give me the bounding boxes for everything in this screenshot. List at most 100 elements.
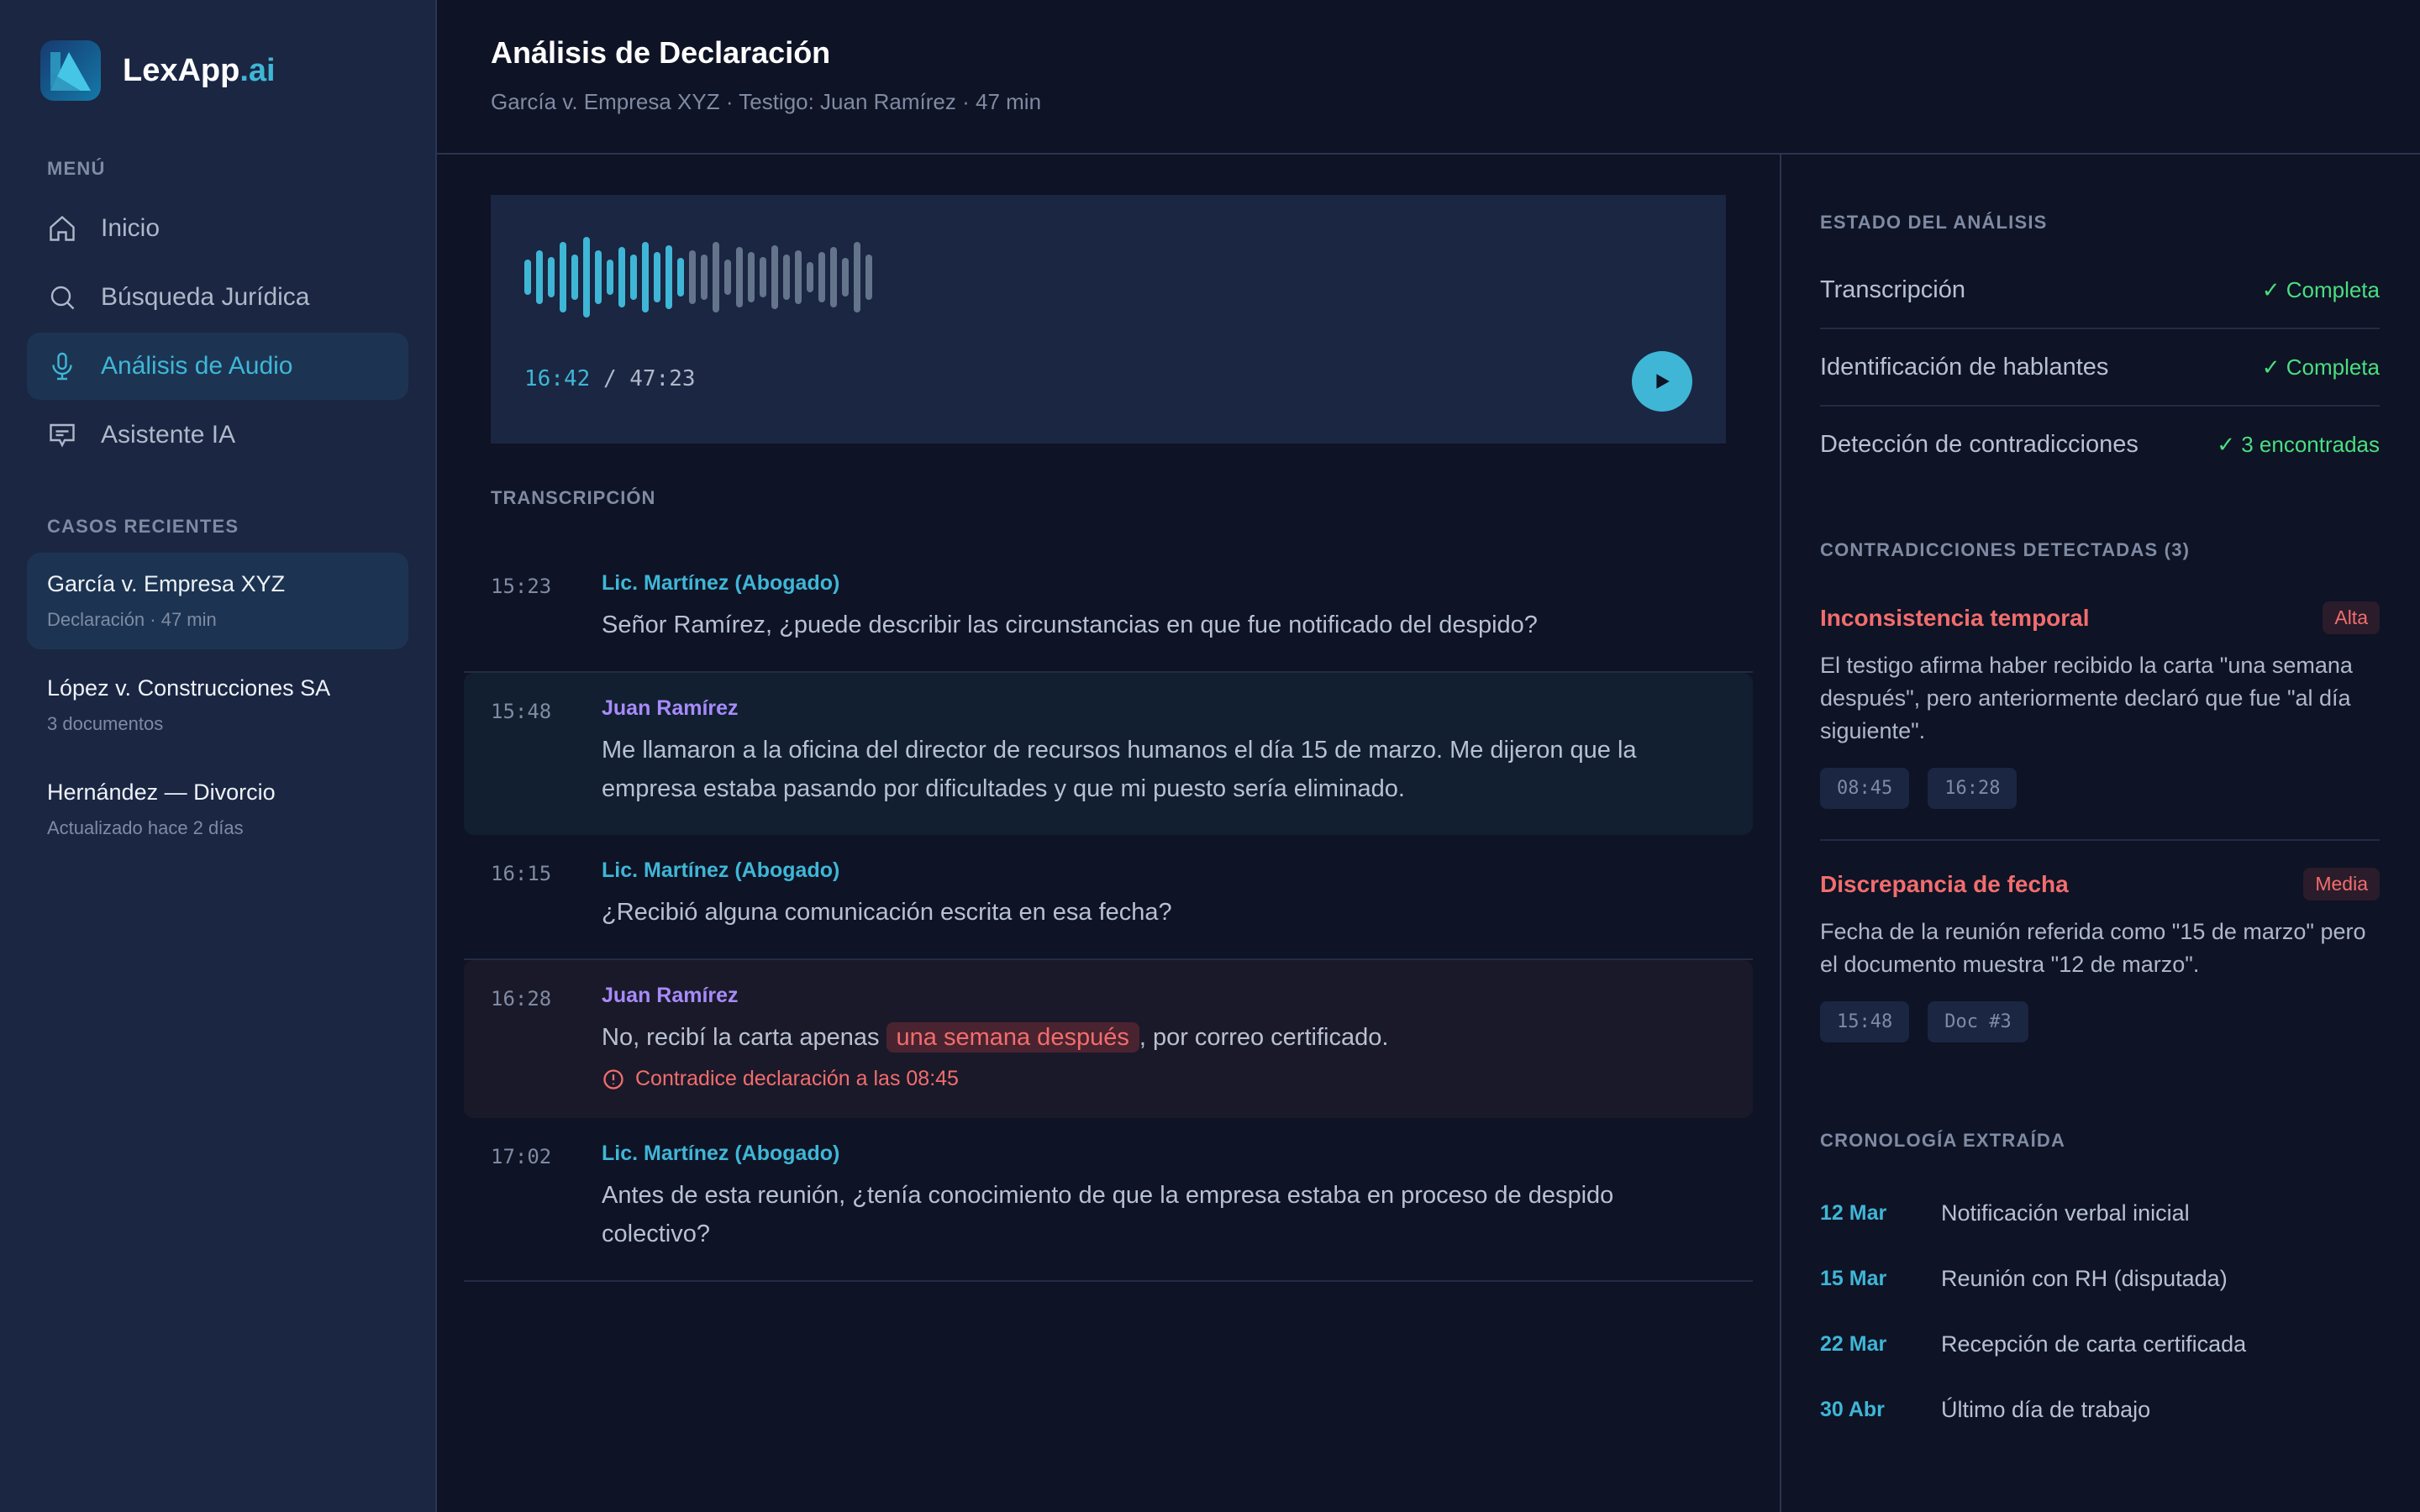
waveform-bar: [630, 255, 637, 300]
waveform-bar: [807, 262, 813, 292]
case-item[interactable]: López v. Construcciones SA 3 documentos: [27, 657, 408, 753]
reference-chip[interactable]: 08:45: [1820, 768, 1910, 809]
entry-text: ¿Recibió alguna comunicación escrita en …: [602, 899, 1172, 926]
nav-item-inicio[interactable]: Inicio: [27, 195, 408, 262]
waveform-bar: [689, 250, 696, 304]
transcript-entry[interactable]: 15:23 Lic. Martínez (Abogado) Señor Ramíre…: [464, 548, 1753, 673]
status-list: Transcripción ✓ Completa Identificación d…: [1820, 252, 2380, 482]
reference-chip[interactable]: 15:48: [1820, 1001, 1910, 1042]
nav-item-asistente[interactable]: Asistente IA: [27, 402, 408, 469]
case-item[interactable]: Hernández — Divorcio Actualizado hace 2 d…: [27, 761, 408, 858]
waveform-bar: [760, 257, 766, 297]
contradiction-highlight[interactable]: una semana después: [886, 1022, 1139, 1053]
entry-text: Señor Ramírez, ¿puede describir las circ…: [602, 612, 1538, 638]
main-content: 16:42 / 47:23 TRANSCRIPCIÓN 15:23 Lic. Ma…: [437, 155, 1781, 1512]
entry-time[interactable]: 15:23: [491, 575, 552, 598]
nav-item-busqueda[interactable]: Búsqueda Jurídica: [27, 264, 408, 331]
case-title: Hernández — Divorcio: [47, 780, 276, 805]
waveform-bar: [595, 250, 602, 304]
transcript-entry-contradiction[interactable]: 16:28 Juan Ramírez No, recibí la carta ap…: [464, 960, 1753, 1118]
timeline-date: 12 Mar: [1820, 1200, 1887, 1225]
waveform-bar: [524, 260, 531, 295]
nav-label: Asistente IA: [101, 421, 236, 449]
text-segment: No, recibí la carta apenas: [602, 1024, 886, 1051]
status-label: ESTADO DEL ANÁLISIS: [1820, 212, 2048, 233]
nav-item-analisis-audio[interactable]: Análisis de Audio: [27, 333, 408, 400]
severity-badge: Media: [2303, 868, 2380, 900]
waveform-bar: [654, 252, 660, 302]
entry-text: No, recibí la carta apenas una semana de…: [602, 1018, 1726, 1057]
page-title: Análisis de Declaración: [491, 35, 831, 70]
waveform-bar: [571, 255, 578, 300]
reference-chip[interactable]: Doc #3: [1928, 1001, 2028, 1042]
logo-icon: [40, 40, 101, 101]
page-header: Análisis de Declaración García v. Empres…: [437, 0, 2420, 155]
main-nav: Inicio Búsqueda Jurídica Análisis de Aud…: [27, 195, 408, 470]
case-item[interactable]: García v. Empresa XYZ Declaración · 47 mi…: [27, 553, 408, 649]
entry-time[interactable]: 16:15: [491, 862, 552, 885]
waveform-bar: [560, 242, 566, 312]
contradiction-card[interactable]: Discrepancia de fecha Media Fecha de la r…: [1820, 841, 2380, 1073]
timeline-date: 22 Mar: [1820, 1331, 1887, 1356]
time-separator: /: [602, 366, 617, 391]
page-subtitle: García v. Empresa XYZ · Testigo: Juan Ra…: [491, 89, 1042, 114]
contradiction-alert[interactable]: Contradice declaración a las 08:45: [602, 1067, 1726, 1091]
contradiction-description: Fecha de la reunión referida como "15 de…: [1820, 919, 2366, 977]
timeline-item: 22 Mar Recepción de carta certificada: [1820, 1311, 2380, 1377]
transcript-entry[interactable]: 15:48 Juan Ramírez Me llamaron a la oficin…: [464, 673, 1753, 835]
timeline-event: Recepción de carta certificada: [1941, 1331, 2247, 1357]
waveform-bar: [724, 260, 731, 295]
waveform-bar: [795, 250, 802, 304]
alert-circle-icon: [603, 1068, 623, 1089]
contradictions-list: Inconsistencia temporal Alta El testigo a…: [1820, 575, 2380, 1073]
playback-time: 16:42 / 47:23: [524, 366, 696, 391]
timeline-date: 15 Mar: [1820, 1266, 1887, 1290]
logo[interactable]: LexApp.ai: [40, 40, 276, 101]
severity-badge: Alta: [2323, 601, 2380, 634]
waveform-bar: [618, 247, 625, 307]
waveform-bar: [736, 247, 743, 307]
contradiction-title: Discrepancia de fecha: [1820, 870, 2069, 897]
nav-label: Búsqueda Jurídica: [101, 283, 310, 311]
status-row: Transcripción ✓ Completa: [1820, 252, 2380, 329]
play-icon: [1656, 374, 1670, 389]
status-row: Detección de contradicciones ✓ 3 encontra…: [1820, 407, 2380, 482]
play-button[interactable]: [1632, 351, 1692, 412]
menu-label: MENÚ: [47, 158, 106, 179]
entry-time[interactable]: 15:48: [491, 700, 552, 723]
waveform[interactable]: [524, 235, 872, 319]
waveform-bar: [701, 255, 708, 300]
waveform-bar: [666, 245, 672, 309]
timeline-list: 12 Mar Notificación verbal inicial 15 Mar…: [1820, 1180, 2380, 1442]
waveform-bar: [713, 242, 719, 312]
waveform-bar: [642, 242, 649, 312]
timeline-item: 30 Abr Último día de trabajo: [1820, 1377, 2380, 1442]
nav-label: Inicio: [101, 214, 160, 242]
total-time: 47:23: [629, 366, 696, 391]
status-row: Identificación de hablantes ✓ Completa: [1820, 329, 2380, 407]
case-subtitle: Declaración · 47 min: [47, 609, 217, 630]
timeline-event: Reunión con RH (disputada): [1941, 1265, 2228, 1291]
contradiction-card[interactable]: Inconsistencia temporal Alta El testigo a…: [1820, 575, 2380, 841]
analysis-panel: ESTADO DEL ANÁLISIS Transcripción ✓ Compl…: [1820, 155, 2380, 1442]
entry-speaker: Juan Ramírez: [602, 696, 739, 720]
transcript-entry[interactable]: 16:15 Lic. Martínez (Abogado) ¿Recibió alg…: [464, 835, 1753, 960]
waveform-bar: [818, 252, 825, 302]
transcript-entry[interactable]: 17:02 Lic. Martínez (Abogado) Antes de est…: [464, 1118, 1753, 1282]
waveform-bar: [854, 242, 860, 312]
recent-cases-label: CASOS RECIENTES: [47, 516, 239, 537]
reference-chip[interactable]: 16:28: [1928, 768, 2018, 809]
status-name: Detección de contradicciones: [1820, 430, 2139, 458]
contradiction-description: El testigo afirma haber recibido la cart…: [1820, 653, 2353, 743]
audio-player: 16:42 / 47:23: [491, 195, 1726, 444]
case-subtitle: 3 documentos: [47, 713, 164, 734]
nav-label: Análisis de Audio: [101, 352, 293, 380]
waveform-bar: [865, 255, 872, 300]
timeline-event: Notificación verbal inicial: [1941, 1200, 2190, 1226]
entry-time[interactable]: 17:02: [491, 1145, 552, 1168]
status-value: ✓ Completa: [2261, 276, 2380, 302]
waveform-bar: [748, 252, 755, 302]
waveform-bar: [583, 237, 590, 318]
entry-time[interactable]: 16:28: [491, 987, 552, 1011]
case-subtitle: Actualizado hace 2 días: [47, 817, 244, 838]
